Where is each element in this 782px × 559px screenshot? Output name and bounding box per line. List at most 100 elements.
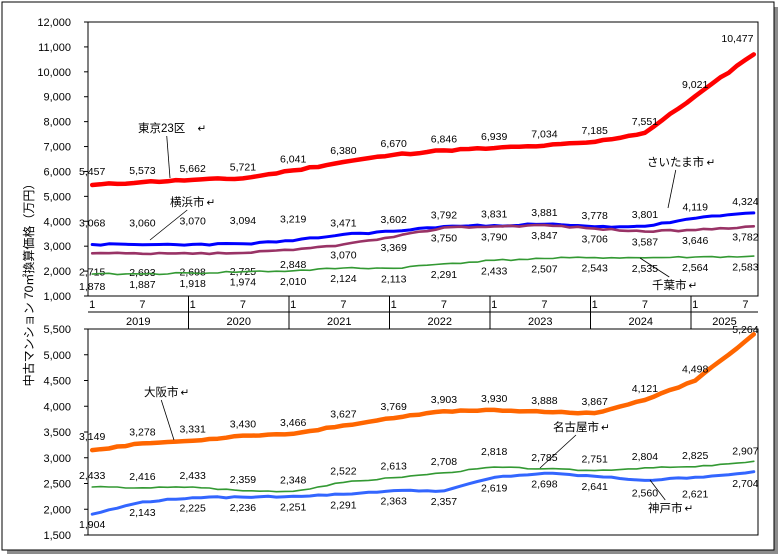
chart-frame	[1, 1, 775, 551]
series-line-東京23区	[89, 52, 757, 188]
data-label-千葉市: 2,583	[732, 262, 758, 274]
plot-area: 1,000 2,000 3,000 4,000 5,000 6,000 7,000 8,000…	[37, 17, 758, 542]
y-tick-label: 4,000	[43, 401, 71, 413]
month-tick-label: 1	[391, 299, 397, 311]
data-label-千葉市: 2,564	[682, 262, 708, 274]
data-label-大阪市: 3,867	[582, 396, 608, 408]
year-label: 2020	[227, 316, 251, 328]
data-label-千葉市: 1,974	[230, 277, 256, 289]
data-label-名古屋市: 2,433	[79, 470, 105, 482]
series-name-label: 大阪市	[144, 385, 179, 399]
data-label-千葉市: 2,113	[381, 273, 407, 285]
data-label-千葉市: 1,887	[129, 279, 155, 291]
data-label-横浜市: 3,706	[582, 234, 608, 246]
data-label-大阪市: 3,930	[481, 393, 507, 405]
month-tick-label: 1	[491, 299, 497, 311]
y-tick-label: 6,000	[43, 166, 71, 178]
data-label-東京23区: 6,846	[431, 133, 457, 145]
data-label-千葉市: 1,918	[180, 278, 206, 290]
data-label-神戸市: 2,698	[531, 478, 557, 490]
data-label-大阪市: 3,903	[431, 394, 457, 406]
data-label-千葉市: 2,535	[632, 263, 658, 275]
data-label-大阪市: 3,149	[79, 431, 105, 443]
month-tick-label: 7	[139, 299, 145, 311]
data-label-東京23区: 6,670	[381, 138, 407, 150]
month-tick-label: 7	[240, 299, 246, 311]
callout-leader	[539, 434, 577, 469]
data-label-大阪市: 3,769	[381, 401, 407, 413]
data-label-千葉市: 2,507	[531, 263, 557, 275]
y-tick-label: 11,000	[38, 42, 71, 54]
year-label: 2023	[528, 316, 552, 328]
data-label-大阪市: 3,430	[230, 419, 256, 431]
panel-top-border	[87, 21, 759, 297]
data-label-名古屋市: 2,348	[280, 474, 306, 486]
data-label-神戸市: 2,704	[732, 478, 758, 490]
data-label-東京23区: 5,721	[230, 161, 256, 173]
return-mark: ↵	[707, 157, 716, 169]
data-label-名古屋市: 2,416	[129, 471, 155, 483]
series-name-label: 千葉市	[652, 278, 687, 292]
data-label-千葉市: 2,291	[431, 269, 457, 281]
month-tick-label: 7	[340, 299, 346, 311]
y-tick-label: 5,000	[43, 350, 71, 362]
y-tick-label: 2,000	[43, 504, 71, 516]
data-label-神戸市: 2,143	[129, 507, 155, 519]
series-line-横浜市	[90, 223, 756, 256]
y-tick-label: 7,000	[43, 142, 71, 154]
data-label-神戸市: 2,357	[431, 496, 457, 508]
data-label-横浜市: 2,848	[280, 259, 306, 271]
data-label-大阪市: 3,888	[531, 395, 557, 407]
data-label-さいたま市: 4,119	[682, 201, 708, 213]
data-label-さいたま市: 3,060	[129, 218, 155, 230]
series-name-label: 神戸市	[648, 501, 683, 515]
data-label-千葉市: 2,543	[582, 263, 608, 275]
data-label-神戸市: 2,236	[230, 502, 256, 514]
return-mark: ↵	[198, 123, 207, 135]
y-tick-label: 1,500	[43, 530, 71, 542]
data-label-東京23区: 7,551	[632, 116, 658, 128]
data-label-横浜市: 2,693	[129, 267, 155, 279]
data-label-東京23区: 7,185	[582, 125, 608, 137]
series-line-千葉市	[91, 255, 755, 276]
data-label-大阪市: 4,498	[682, 364, 708, 376]
data-label-東京23区: 7,034	[531, 129, 557, 141]
series-name-label: 横浜市	[170, 195, 205, 209]
data-label-神戸市: 2,291	[330, 499, 356, 511]
data-label-さいたま市: 3,602	[381, 214, 407, 226]
data-label-神戸市: 2,641	[582, 481, 608, 493]
year-label: 2025	[712, 316, 736, 328]
data-label-さいたま市: 3,778	[582, 210, 608, 222]
y-tick-label: 2,000	[43, 266, 71, 278]
data-label-さいたま市: 3,792	[431, 209, 457, 221]
y-tick-label: 5,000	[43, 191, 71, 203]
return-mark: ↵	[207, 197, 216, 209]
return-mark: ↵	[601, 422, 610, 434]
data-label-横浜市: 3,847	[531, 230, 557, 242]
series-line-神戸市	[90, 470, 756, 516]
y-tick-label: 8,000	[43, 117, 71, 129]
y-tick-label: 4,500	[43, 376, 71, 388]
data-label-東京23区: 6,041	[280, 153, 306, 165]
year-label: 2024	[629, 316, 653, 328]
data-label-東京23区: 5,457	[79, 166, 105, 178]
data-label-名古屋市: 2,359	[230, 474, 256, 486]
data-label-さいたま市: 3,219	[280, 214, 306, 226]
series-line-大阪市	[89, 332, 757, 453]
data-label-神戸市: 2,560	[632, 487, 658, 499]
callout-leader	[667, 169, 677, 209]
month-tick-label: 1	[592, 299, 598, 311]
series-line-さいたま市	[90, 211, 756, 247]
data-label-さいたま市: 4,324	[732, 196, 758, 208]
data-label-東京23区: 6,380	[330, 145, 356, 157]
y-tick-label: 2,500	[43, 479, 71, 491]
data-label-さいたま市: 3,881	[531, 207, 557, 219]
year-label: 2022	[428, 316, 452, 328]
data-label-大阪市: 3,331	[180, 424, 206, 436]
y-axis-label: 中古マンション 70㎡換算価格（万円）	[21, 178, 36, 387]
callout-leader	[149, 209, 188, 241]
data-label-名古屋市: 2,613	[381, 461, 407, 473]
y-tick-label: 1,000	[43, 291, 71, 303]
data-label-さいたま市: 3,094	[230, 215, 256, 227]
data-label-名古屋市: 2,433	[180, 470, 206, 482]
